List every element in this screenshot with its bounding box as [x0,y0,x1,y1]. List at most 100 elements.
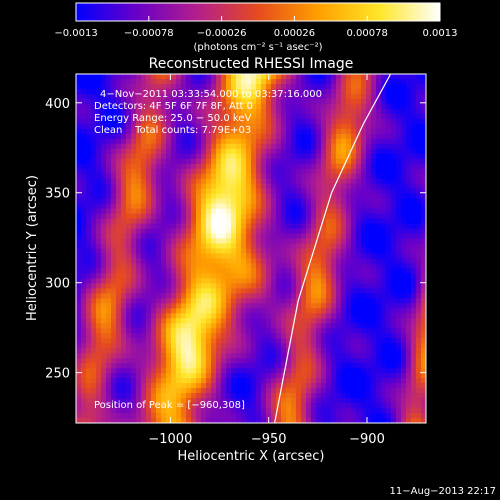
heatmap-cell [281,333,287,339]
heatmap-cell [271,163,277,170]
heatmap-cell [111,88,117,95]
heatmap-cell [286,198,292,205]
heatmap-cell [376,303,382,309]
heatmap-cell [411,238,417,245]
heatmap-cell [336,253,342,260]
heatmap-cell [176,123,182,130]
y-tick-label: 350 [45,187,70,202]
heatmap-cell [381,93,387,100]
heatmap-cell [131,358,137,364]
heatmap-cell [306,323,312,329]
heatmap-cell [331,213,337,220]
heatmap-cell [216,198,222,205]
heatmap-cell [216,278,222,284]
heatmap-cell [161,118,167,125]
heatmap-cell [176,353,182,359]
heatmap-cell [231,223,237,230]
heatmap-cell [91,168,97,175]
heatmap-cell [396,93,402,100]
heatmap-cell [296,118,302,125]
heatmap-cell [136,333,142,339]
heatmap-cell [231,283,237,289]
heatmap-cell [286,108,292,115]
y-tick-label: 300 [45,277,70,292]
heatmap-cell [306,383,312,389]
heatmap-cell [236,398,242,404]
heatmap-cell [86,218,92,225]
heatmap-cell [136,223,142,230]
heatmap-cell [356,143,362,150]
heatmap-cell [166,398,172,404]
heatmap-cell [231,338,237,344]
heatmap-cell [271,268,277,275]
heatmap-cell [316,183,322,190]
heatmap-cell [401,273,407,280]
heatmap-cell [351,303,357,309]
heatmap-cell [306,293,312,299]
heatmap-cell [146,128,152,135]
heatmap-cell [166,233,172,240]
heatmap-cell [106,153,112,160]
heatmap-cell [206,148,212,155]
heatmap-cell [161,123,167,130]
heatmap-cell [226,243,232,250]
heatmap-cell [181,318,187,324]
heatmap-cell [311,323,317,329]
heatmap-cell [246,418,252,423]
heatmap-cell [261,153,267,160]
heatmap-cell [226,393,232,399]
heatmap-cell [366,123,372,130]
heatmap-cell [331,74,337,80]
heatmap-cell [381,193,387,200]
heatmap-cell [391,263,397,270]
heatmap-cell [116,253,122,260]
heatmap-cell [186,88,192,95]
heatmap-cell [156,248,162,255]
heatmap-cell [126,158,132,165]
heatmap-cell [381,238,387,245]
heatmap-cell [211,328,217,334]
heatmap-cell [166,168,172,175]
heatmap-cell [331,293,337,299]
heatmap-cell [281,303,287,309]
heatmap-cell [301,398,307,404]
heatmap-cell [86,378,92,384]
heatmap-cell [206,358,212,364]
heatmap-cell [291,188,297,195]
heatmap-cell [231,328,237,334]
heatmap-cell [286,208,292,215]
heatmap-cell [226,378,232,384]
heatmap-cell [256,168,262,175]
heatmap-cell [281,188,287,195]
heatmap-cell [101,418,107,423]
heatmap-cell [151,123,157,130]
heatmap-cell [251,158,257,165]
heatmap-cell [206,343,212,349]
heatmap-cell [386,228,392,235]
heatmap-cell [176,218,182,225]
heatmap-cell [96,178,102,185]
heatmap-cell [236,248,242,255]
heatmap-cell [231,183,237,190]
heatmap-cell [396,318,402,324]
heatmap-cell [246,233,252,240]
heatmap-cell [76,248,82,255]
heatmap-cell [136,243,142,250]
heatmap-cell [236,333,242,339]
heatmap-cell [241,183,247,190]
heatmap-cell [156,233,162,240]
heatmap-cell [291,408,297,414]
heatmap-cell [281,403,287,409]
heatmap-cell [351,148,357,155]
heatmap-cell [221,238,227,245]
heatmap-cell [111,248,117,255]
heatmap-cell [126,83,132,90]
heatmap-cell [341,238,347,245]
heatmap-cell [81,408,87,414]
heatmap-cell [96,218,102,225]
heatmap-cell [316,143,322,150]
heatmap-cell [396,403,402,409]
heatmap-cell [296,328,302,334]
heatmap-cell [376,338,382,344]
heatmap-cell [241,248,247,255]
